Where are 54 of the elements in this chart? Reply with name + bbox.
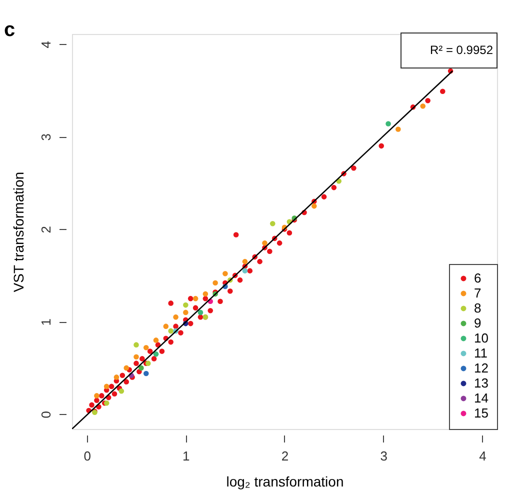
legend-label: 6 [474, 270, 482, 286]
legend-label: 11 [474, 346, 488, 360]
point [202, 291, 208, 297]
point [114, 374, 120, 380]
y-tick-label: 3 [38, 134, 54, 141]
legend-label: 10 [474, 330, 488, 346]
point [153, 351, 159, 357]
point [134, 354, 139, 360]
point [420, 104, 426, 109]
point [270, 220, 276, 226]
annotation: R² = 0.9952 [430, 43, 494, 57]
text: c [4, 19, 16, 41]
legend-label: 7 [474, 286, 482, 300]
point [262, 240, 268, 246]
legend-label: 15 [474, 406, 488, 420]
y-tick-label: 0 [38, 411, 54, 418]
point [192, 296, 198, 302]
point [386, 121, 391, 126]
point [242, 258, 248, 264]
x-tick-label: 0 [84, 448, 91, 464]
point [222, 270, 228, 276]
point [173, 314, 178, 320]
point [118, 388, 124, 394]
point [134, 342, 139, 348]
y-tick-label: 1 [38, 318, 54, 326]
point [104, 384, 110, 390]
legend-label: 12 [474, 360, 488, 376]
x-axis-title: log₂ transformation [226, 474, 344, 490]
point [138, 365, 144, 371]
legend-label: 13 [474, 376, 488, 390]
x-tick-label: 4 [479, 448, 486, 464]
point [94, 393, 100, 398]
point [153, 338, 159, 343]
legend-label: 8 [474, 300, 482, 316]
point [183, 310, 188, 316]
point [143, 370, 149, 376]
x-tick-label: 2 [281, 448, 289, 464]
x-tick-label: 1 [182, 448, 190, 464]
y-tick-label: 4 [38, 41, 54, 48]
point [312, 203, 317, 209]
point [183, 302, 188, 308]
point [198, 310, 204, 316]
legend-label: 9 [474, 316, 482, 330]
point [396, 126, 401, 132]
point [168, 328, 174, 334]
point [242, 268, 248, 274]
y-tick-label: 2 [38, 226, 54, 234]
x-tick-label: 3 [380, 448, 388, 464]
point [124, 365, 130, 371]
legend-label: 14 [474, 390, 488, 406]
point [163, 324, 169, 329]
point [143, 344, 149, 350]
point [212, 280, 218, 286]
y-axis-title: VST transformation [10, 172, 26, 292]
